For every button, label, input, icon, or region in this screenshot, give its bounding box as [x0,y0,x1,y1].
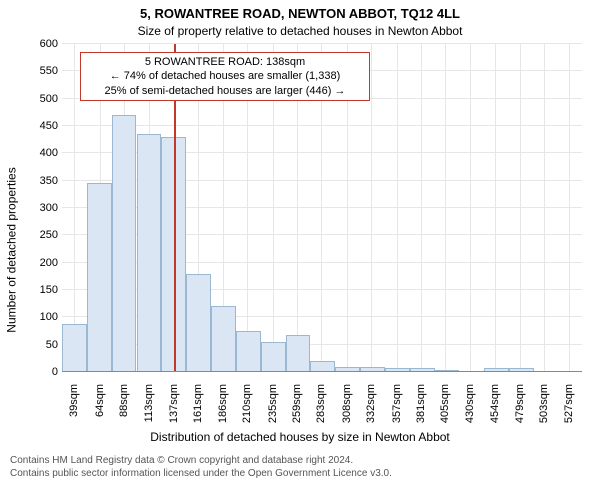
histogram-bar [62,324,87,372]
gridline-v [421,44,422,372]
x-tick-label: 430sqm [464,384,476,434]
x-tick-label: 161sqm [192,384,204,434]
chart-subtitle: Size of property relative to detached ho… [0,24,600,38]
y-tick-label: 300 [18,202,58,214]
plot-area: 5 ROWANTREE ROAD: 138sqm ← 74% of detach… [62,44,582,372]
y-tick-label: 500 [18,93,58,105]
histogram-bar [186,274,211,372]
y-tick-label: 50 [18,339,58,351]
gridline-v [371,44,372,372]
x-tick-label: 332sqm [365,384,377,434]
y-tick-label: 200 [18,257,58,269]
x-tick-label: 527sqm [563,384,575,434]
gridline-v [495,44,496,372]
histogram-bar [286,335,311,372]
y-axis-label-text: Number of detached properties [5,167,19,332]
x-tick-label: 88sqm [118,384,130,434]
annotation-line-2: ← 74% of detached houses are smaller (1,… [85,69,365,83]
gridline-v [397,44,398,372]
gridline-v [74,44,75,372]
x-tick-label: 454sqm [489,384,501,434]
y-tick-label: 600 [18,38,58,50]
chart-container: { "title_line1": "5, ROWANTREE ROAD, NEW… [0,0,600,500]
y-tick-label: 150 [18,284,58,296]
x-tick-label: 186sqm [217,384,229,434]
y-tick-label: 250 [18,229,58,241]
footer-line-1: Contains HM Land Registry data © Crown c… [10,454,392,467]
gridline-v [520,44,521,372]
y-tick-label: 550 [18,65,58,77]
x-tick-label: 210sqm [241,384,253,434]
x-tick-label: 357sqm [391,384,403,434]
x-tick-label: 479sqm [514,384,526,434]
chart-title: 5, ROWANTREE ROAD, NEWTON ABBOT, TQ12 4L… [0,6,600,21]
y-tick-label: 400 [18,147,58,159]
gridline-v [470,44,471,372]
histogram-bar [137,134,162,372]
histogram-bar [236,331,261,372]
x-axis-baseline [62,371,582,372]
x-tick-label: 405sqm [439,384,451,434]
annotation-line-3: 25% of semi-detached houses are larger (… [85,84,365,98]
histogram-bar [261,342,286,372]
y-tick-label: 350 [18,175,58,187]
footer-line-2: Contains public sector information licen… [10,467,392,480]
x-tick-label: 381sqm [415,384,427,434]
x-tick-label: 39sqm [68,384,80,434]
annotation-line-1: 5 ROWANTREE ROAD: 138sqm [85,55,365,69]
gridline-v [445,44,446,372]
x-tick-label: 308sqm [341,384,353,434]
y-tick-label: 450 [18,120,58,132]
histogram-bar [211,306,236,372]
x-tick-label: 64sqm [94,384,106,434]
x-tick-label: 113sqm [143,384,155,434]
y-tick-label: 0 [18,366,58,378]
x-tick-label: 503sqm [538,384,550,434]
x-tick-label: 259sqm [291,384,303,434]
annotation-box: 5 ROWANTREE ROAD: 138sqm ← 74% of detach… [80,52,370,101]
x-tick-label: 283sqm [315,384,327,434]
footer-attribution: Contains HM Land Registry data © Crown c… [10,454,392,480]
gridline-v [569,44,570,372]
x-tick-label: 137sqm [168,384,180,434]
histogram-bar [112,115,137,372]
y-tick-label: 100 [18,311,58,323]
x-tick-label: 235sqm [267,384,279,434]
gridline-v [544,44,545,372]
histogram-bar [87,183,112,372]
